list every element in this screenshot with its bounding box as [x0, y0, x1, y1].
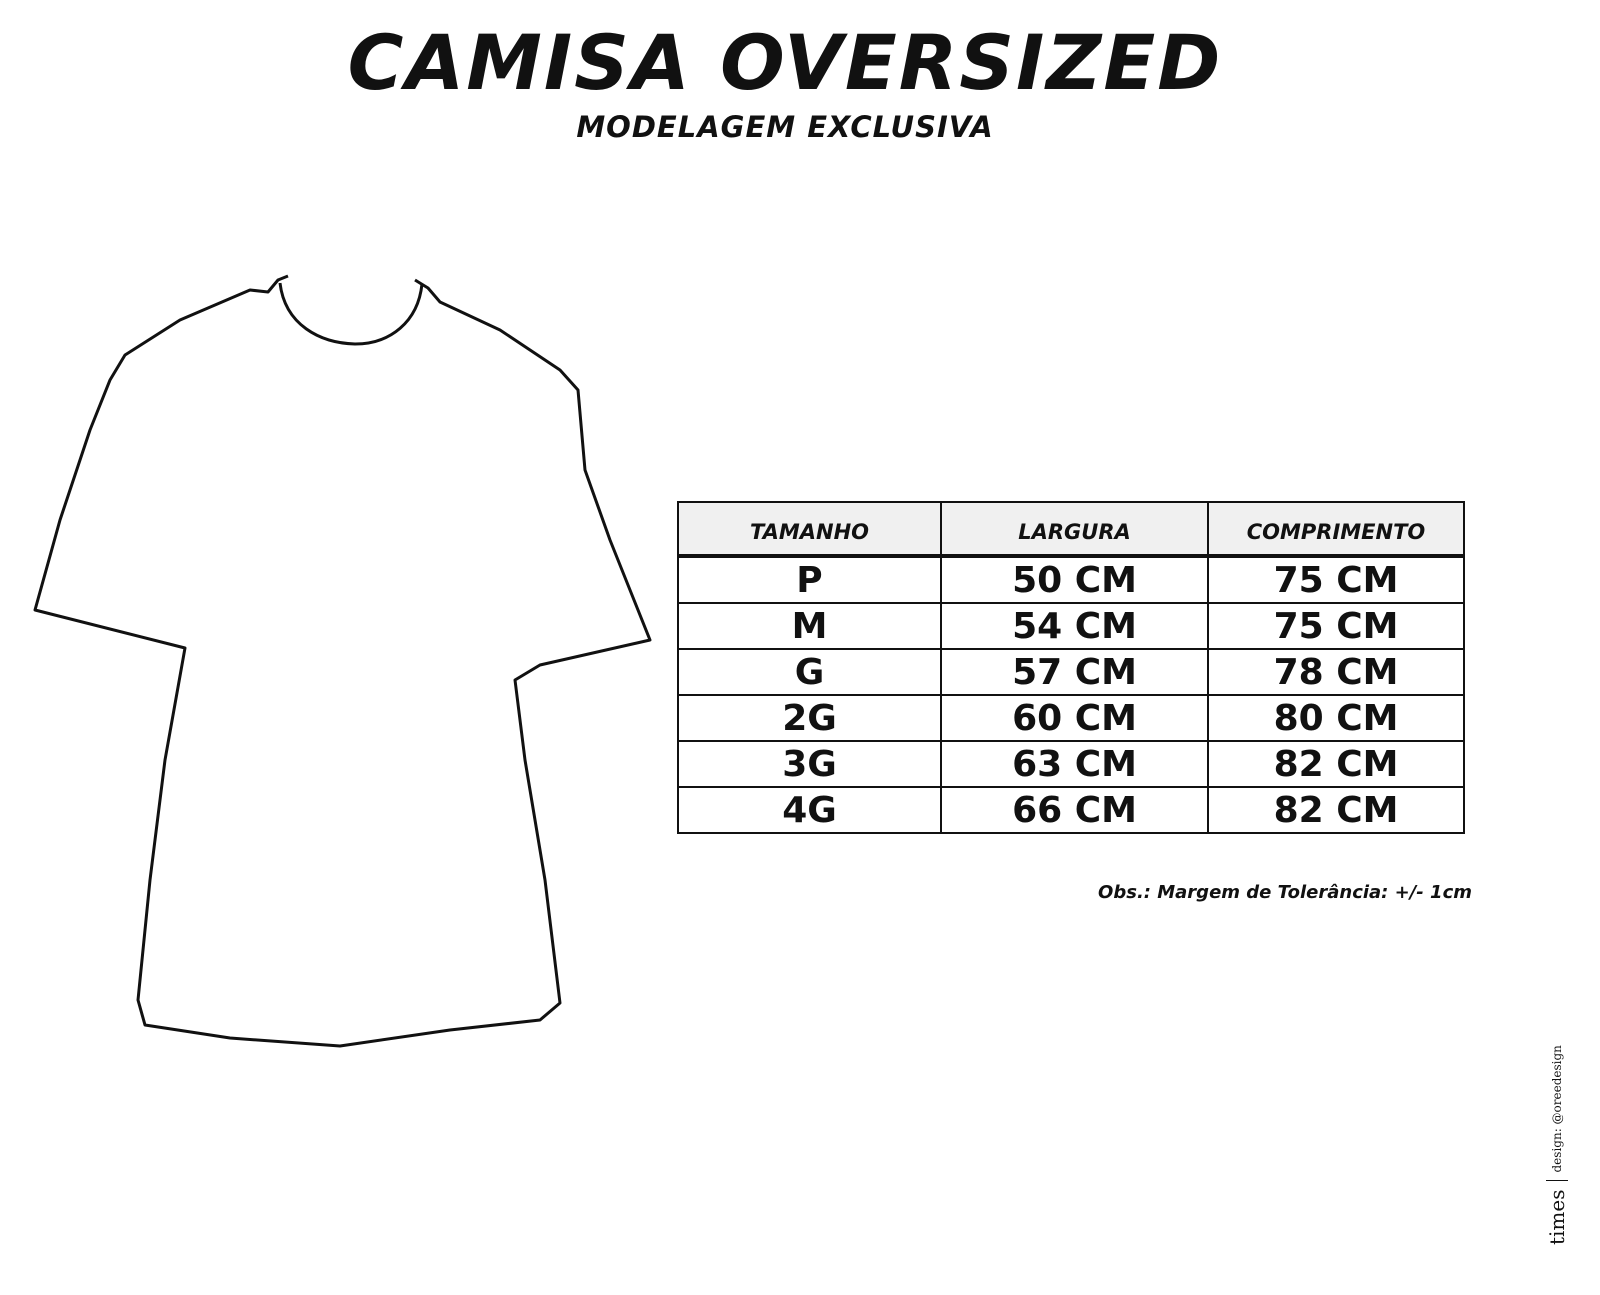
table-row: 2G 60 CM 80 CM: [677, 694, 1465, 742]
designer-credit: design: @oreedesign: [1550, 1045, 1564, 1173]
cell-size: G: [677, 648, 942, 696]
cell-size: 2G: [677, 694, 942, 742]
cell-width: 50 CM: [940, 555, 1209, 604]
cell-length: 82 CM: [1207, 786, 1465, 834]
cell-size: P: [677, 555, 942, 604]
cell-length: 82 CM: [1207, 740, 1465, 788]
cell-length: 78 CM: [1207, 648, 1465, 696]
tshirt-outline-illustration: [33, 274, 652, 1048]
credit-watermark: times design: @oreedesign: [1545, 1045, 1569, 1245]
cell-size: M: [677, 602, 942, 650]
table-header-row: TAMANHO LARGURA COMPRIMENTO: [677, 501, 1465, 558]
table-row: G 57 CM 78 CM: [677, 648, 1465, 696]
table-row: 3G 63 CM 82 CM: [677, 740, 1465, 788]
table-row: M 54 CM 75 CM: [677, 602, 1465, 650]
size-table: TAMANHO LARGURA COMPRIMENTO P 50 CM 75 CM M…: [677, 501, 1465, 834]
cell-size: 3G: [677, 740, 942, 788]
header-tamanho: TAMANHO: [677, 501, 942, 558]
page-title: CAMISA OVERSIZED: [347, 18, 1223, 107]
cell-size: 4G: [677, 786, 942, 834]
header-largura: LARGURA: [940, 501, 1209, 558]
cell-width: 54 CM: [940, 602, 1209, 650]
divider: [1546, 1180, 1568, 1182]
table-row: 4G 66 CM 82 CM: [677, 786, 1465, 834]
cell-width: 60 CM: [940, 694, 1209, 742]
tolerance-note: Obs.: Margem de Tolerância: +/- 1cm: [1098, 882, 1472, 903]
cell-length: 75 CM: [1207, 555, 1465, 604]
cell-length: 80 CM: [1207, 694, 1465, 742]
cell-length: 75 CM: [1207, 602, 1465, 650]
cell-width: 66 CM: [940, 786, 1209, 834]
table-row: P 50 CM 75 CM: [677, 555, 1465, 604]
brand-logo: times: [1545, 1189, 1569, 1246]
header-comprimento: COMPRIMENTO: [1207, 501, 1465, 558]
page-subtitle: MODELAGEM EXCLUSIVA: [576, 110, 994, 144]
cell-width: 63 CM: [940, 740, 1209, 788]
cell-width: 57 CM: [940, 648, 1209, 696]
